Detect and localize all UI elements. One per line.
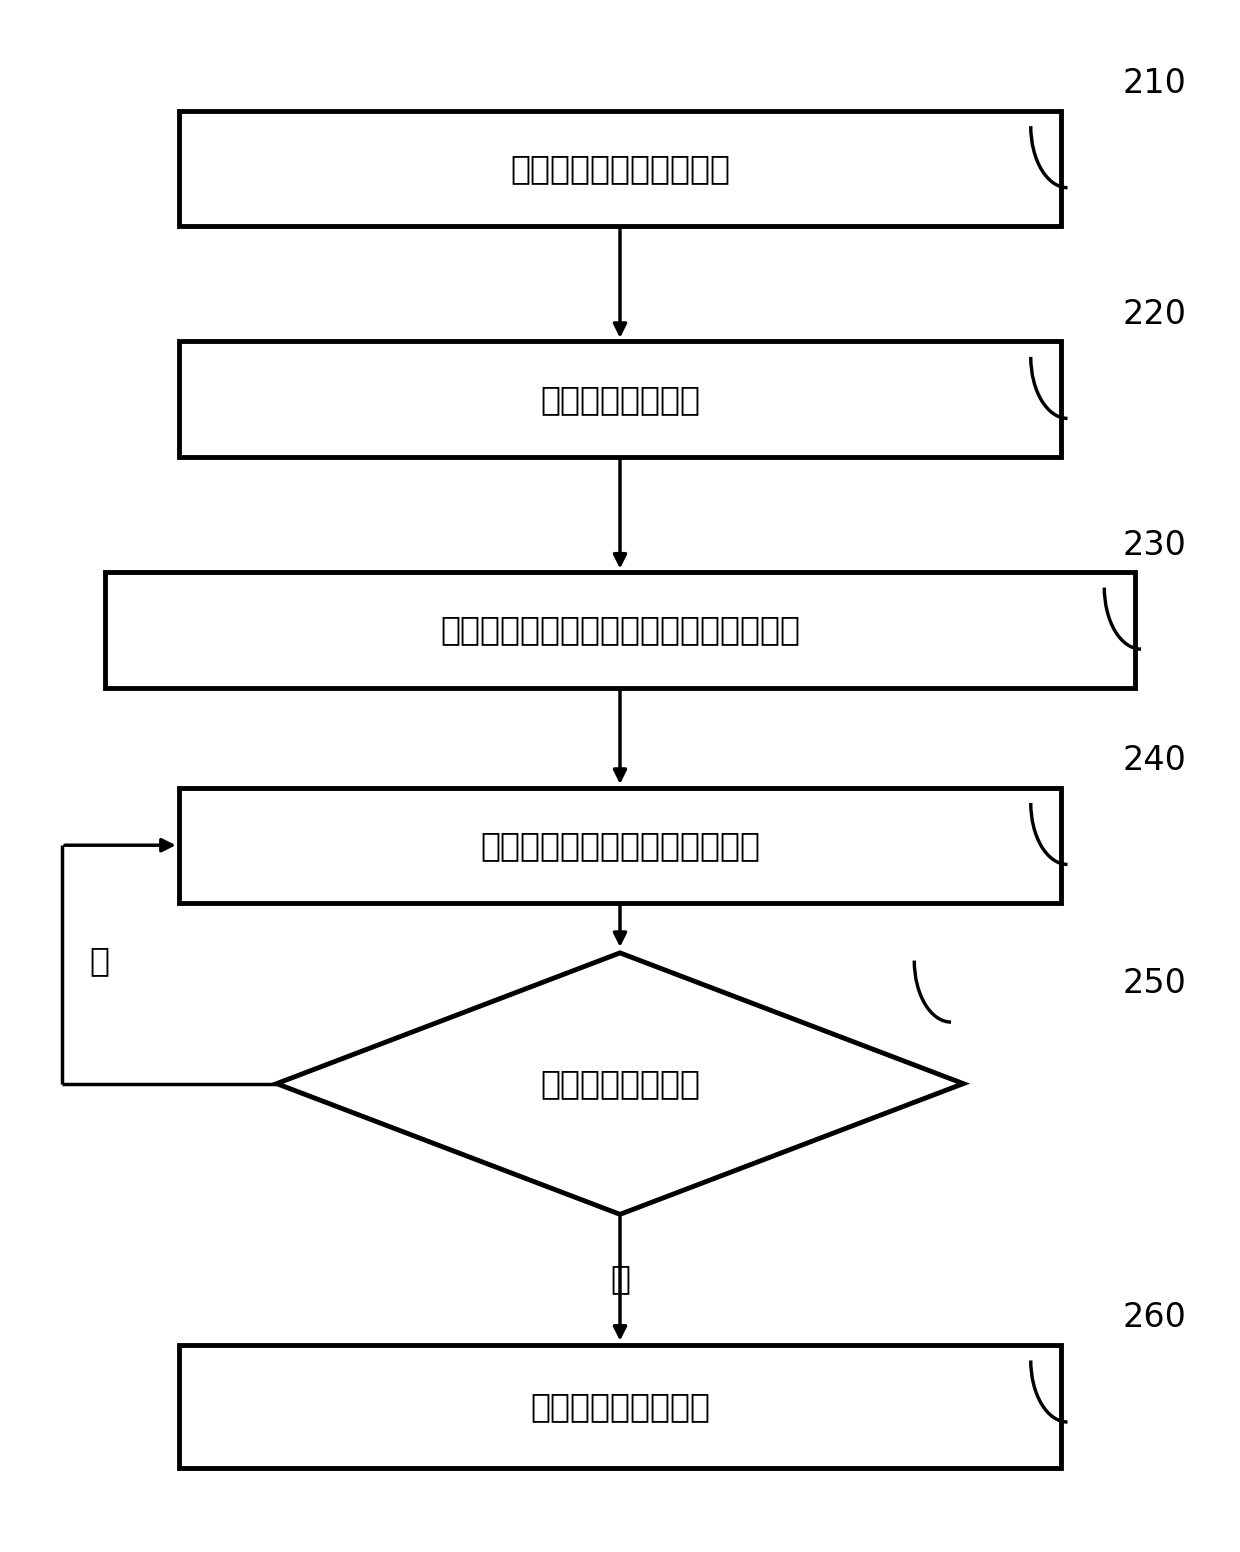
Text: 230: 230: [1122, 529, 1187, 562]
Text: 210: 210: [1122, 67, 1187, 101]
Text: 节点间损耗统计单元: 节点间损耗统计单元: [529, 1391, 711, 1423]
Polygon shape: [277, 953, 963, 1214]
Text: 完成搜索判断单元: 完成搜索判断单元: [539, 1068, 701, 1100]
FancyBboxPatch shape: [179, 787, 1061, 903]
Text: 260: 260: [1122, 1301, 1187, 1333]
Text: 250: 250: [1122, 967, 1187, 999]
FancyBboxPatch shape: [179, 1346, 1061, 1468]
FancyBboxPatch shape: [105, 573, 1135, 688]
Text: 220: 220: [1122, 298, 1187, 331]
Text: 是: 是: [610, 1262, 630, 1296]
FancyBboxPatch shape: [179, 110, 1061, 227]
Text: 240: 240: [1122, 743, 1187, 778]
FancyBboxPatch shape: [179, 341, 1061, 456]
Text: 两节点道路间包含的支路和节点获取单元: 两节点道路间包含的支路和节点获取单元: [440, 613, 800, 646]
Text: 道路矩阵形成单元: 道路矩阵形成单元: [539, 383, 701, 416]
Text: 非道路上的节点和支路获取单元: 非道路上的节点和支路获取单元: [480, 829, 760, 861]
Text: 否: 否: [89, 944, 109, 978]
Text: 元件、支路损耗获取单元: 元件、支路损耗获取单元: [510, 152, 730, 185]
